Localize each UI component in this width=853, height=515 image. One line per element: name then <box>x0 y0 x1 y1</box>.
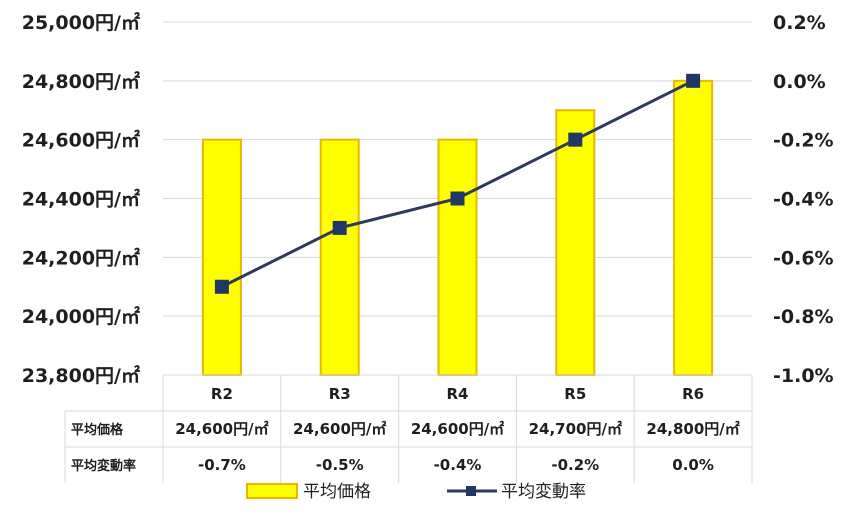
line-marker <box>214 279 229 294</box>
category-label: R3 <box>329 385 351 403</box>
y-left-tick-label: 23,800円/㎡ <box>22 364 140 387</box>
bar <box>673 79 714 376</box>
y-right-tick-label: -0.8% <box>773 306 834 328</box>
y-left-tick-label: 24,600円/㎡ <box>22 129 140 152</box>
table-cell: 24,600円/㎡ <box>175 420 268 438</box>
legend-label: 平均変動率 <box>501 482 586 502</box>
bar <box>437 138 478 376</box>
y-right-tick-label: -0.2% <box>773 130 834 152</box>
y-left-tick-label: 25,000円/㎡ <box>22 11 140 34</box>
legend-bar-swatch <box>246 483 298 499</box>
y-right-tick-label: -0.6% <box>773 247 834 269</box>
y-right-tick-label: 0.0% <box>773 71 826 93</box>
table-row-label: 平均価格 <box>71 422 124 438</box>
category-label: R2 <box>211 385 233 403</box>
y-left-tick-label: 24,400円/㎡ <box>22 188 140 211</box>
table-cell: -0.2% <box>551 456 599 474</box>
y-left-tick-label: 24,800円/㎡ <box>22 70 140 93</box>
y-right-tick-label: -1.0% <box>773 365 834 387</box>
bar <box>319 138 360 376</box>
category-label: R6 <box>682 385 704 403</box>
line-series <box>214 73 701 294</box>
table-cell: 24,600円/㎡ <box>293 420 386 438</box>
category-label: R4 <box>447 385 469 403</box>
line-marker <box>686 73 701 88</box>
bar <box>555 109 596 376</box>
y-axis-left: 25,000円/㎡ 24,800円/㎡ 24,600円/㎡ 24,400円/㎡ 24,2… <box>22 11 140 387</box>
bar <box>201 138 242 376</box>
legend: 平均価格 平均変動率 <box>246 482 586 502</box>
table-cell: 0.0% <box>672 456 714 474</box>
table-cell: 24,700円/㎡ <box>529 420 622 438</box>
category-label: R5 <box>564 385 586 403</box>
y-axis-right: 0.2% 0.0% -0.2% -0.4% -0.6% -0.8% -1.0% <box>773 12 834 387</box>
y-right-tick-label: -0.4% <box>773 189 834 211</box>
table-cell: 24,800円/㎡ <box>646 420 739 438</box>
table-cell: -0.5% <box>316 456 364 474</box>
y-left-tick-label: 24,000円/㎡ <box>22 305 140 328</box>
line-marker <box>568 132 583 147</box>
y-right-tick-label: 0.2% <box>773 12 826 34</box>
table-cell: -0.7% <box>198 456 246 474</box>
y-left-tick-label: 24,200円/㎡ <box>22 246 140 269</box>
line-marker <box>332 220 347 235</box>
data-table: R2 R3 R4 R5 R6 平均価格 24,600円/㎡ 24,600円/㎡ 24,600円/… <box>64 374 753 483</box>
legend-marker-swatch <box>466 486 476 496</box>
table-cell: -0.4% <box>434 456 482 474</box>
table-cell: 24,600円/㎡ <box>411 420 504 438</box>
table-row-label: 平均変動率 <box>71 458 136 474</box>
line-marker <box>450 191 465 206</box>
legend-label: 平均価格 <box>303 482 371 502</box>
bar-series <box>201 79 714 376</box>
